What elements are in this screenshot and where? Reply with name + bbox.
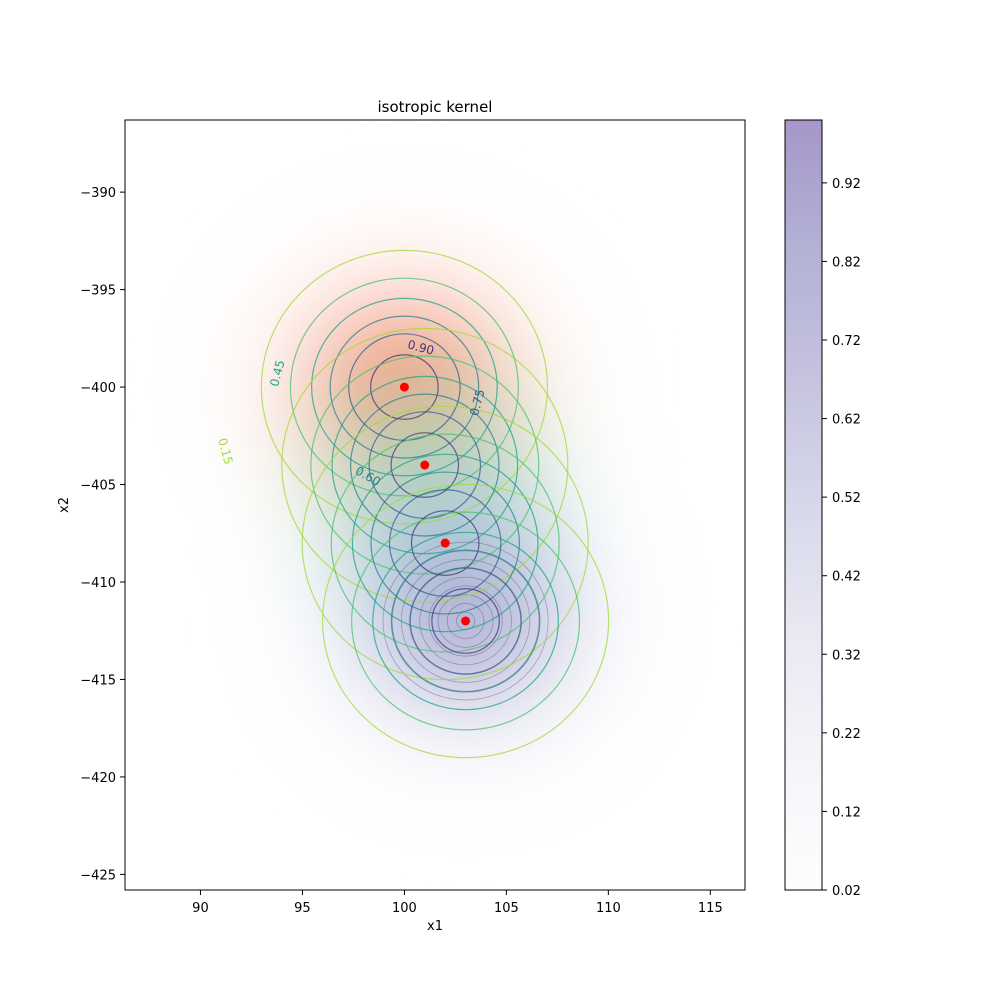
colorbar-tick-label: 0.22 [832, 727, 861, 742]
y-tick-label: −425 [80, 868, 116, 883]
data-point [399, 382, 409, 392]
density-fills [129, 123, 741, 885]
x-tick-label: 105 [494, 901, 519, 916]
x-tick-label: 90 [192, 901, 209, 916]
contour-label: 0.45 [267, 359, 287, 388]
x-axis-label: x1 [427, 919, 443, 934]
contour-label: 0.75 [467, 388, 487, 417]
y-tick-label: −405 [80, 479, 116, 494]
contour-line [390, 549, 541, 693]
density-ring [428, 585, 503, 657]
contour-line [372, 531, 559, 711]
colorbar-tick-label: 0.62 [832, 413, 861, 428]
contour-line [331, 375, 519, 555]
contour-line [329, 315, 480, 459]
contour-line [321, 483, 610, 759]
contour-line [351, 511, 581, 731]
colorbar-tick-label: 0.92 [832, 177, 861, 192]
x-tick-label: 100 [392, 901, 417, 916]
y-tick-label: −410 [80, 576, 116, 591]
y-axis-label: x2 [57, 497, 72, 513]
y-tick-label: −415 [80, 673, 116, 688]
contour-line [311, 297, 498, 477]
plot-frame [124, 119, 746, 891]
plot-area: 0.900.450.750.150.60 [124, 119, 746, 891]
y-tick-label: −420 [80, 771, 116, 786]
contour-line [289, 277, 519, 497]
density-ring [437, 594, 494, 648]
contour-lines [260, 249, 610, 759]
density-ring [446, 603, 485, 639]
contour-line [260, 249, 549, 525]
x-tick-label: 110 [596, 901, 621, 916]
density-ring [391, 550, 540, 692]
contour-line [330, 433, 560, 653]
density-ring [382, 541, 549, 701]
colorbar-frame [784, 119, 823, 891]
contour-line [388, 489, 502, 597]
y-tick-label: −400 [80, 381, 116, 396]
y-tick-label: −395 [80, 284, 116, 299]
data-point [440, 538, 450, 548]
contour-line [431, 588, 500, 654]
colorbar-tick-label: 0.02 [832, 884, 861, 899]
colorbar: 0.02 0.12 0.22 0.32 0.42 0.52 0.62 0.72 0.82 0.92 [784, 119, 861, 899]
colorbar-tick-label: 0.42 [832, 570, 861, 585]
colorbar-tick-label: 0.82 [832, 255, 861, 270]
data-points [399, 382, 471, 626]
data-point [420, 460, 430, 470]
density-ring [419, 576, 512, 666]
x-tick-label: 115 [698, 901, 723, 916]
y-axis: −390 −395 −400 −405 −410 −415 −420 −425 [80, 186, 125, 883]
contour-line [370, 354, 439, 420]
x-axis: 90 95 100 105 110 115 [192, 890, 723, 916]
colorbar-tick-label: 0.72 [832, 334, 861, 349]
data-point [461, 616, 471, 626]
contour-label: 0.15 [215, 437, 235, 466]
contour-line [348, 333, 461, 441]
contour-line [310, 355, 540, 575]
contour-line [410, 510, 480, 576]
contour-label: 0.90 [406, 337, 435, 357]
contour-line [409, 567, 522, 675]
colorbar-tick-label: 0.32 [832, 648, 861, 663]
y-tick-label: −390 [80, 186, 116, 201]
contour-line [351, 453, 539, 633]
colorbar-tick-label: 0.12 [832, 805, 861, 820]
chart-title: isotropic kernel [378, 98, 493, 116]
contour-line [301, 405, 589, 681]
contour-line [349, 393, 500, 537]
colorbar-fill [785, 120, 822, 890]
contour-line [370, 471, 521, 615]
contour-line [368, 411, 482, 519]
contour-line [390, 432, 460, 498]
colorbar-tick-label: 0.52 [832, 491, 861, 506]
x-tick-label: 95 [294, 901, 311, 916]
contour-line [281, 327, 569, 603]
